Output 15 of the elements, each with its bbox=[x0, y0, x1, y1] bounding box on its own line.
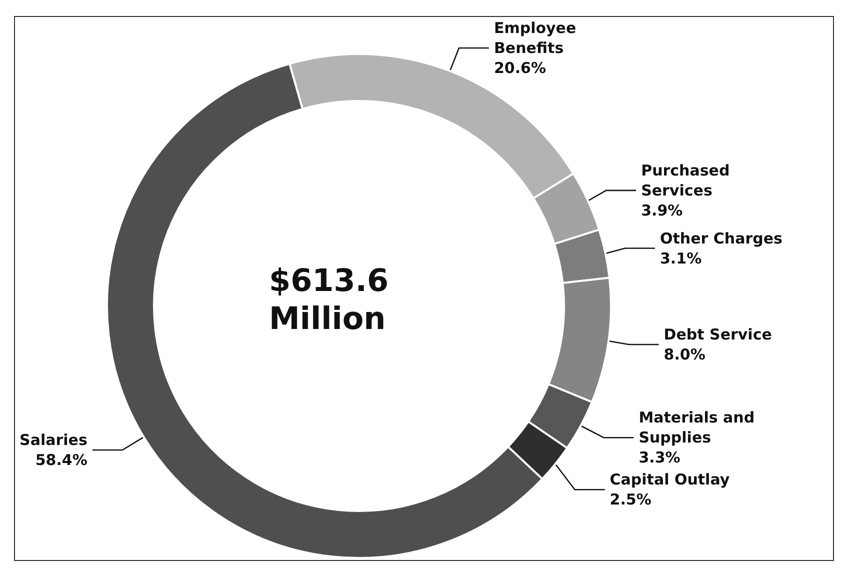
data-label: 8.0% bbox=[664, 345, 706, 364]
slice-label: Capital Outlay bbox=[610, 470, 730, 489]
data-label: 20.6% bbox=[494, 59, 546, 77]
slice-label: Other Charges bbox=[660, 229, 783, 248]
data-label: 2.5% bbox=[610, 490, 652, 509]
slice-label: Debt Service bbox=[664, 325, 772, 344]
data-label: 3.9% bbox=[641, 201, 683, 220]
data-label: 3.3% bbox=[638, 448, 680, 467]
slice-label: Salaries bbox=[20, 431, 88, 450]
data-label: 58.4% bbox=[35, 451, 88, 470]
slice-label: Materials and Supplies bbox=[638, 408, 760, 447]
text: $613.6 Million bbox=[269, 263, 400, 337]
data-label: 3.1% bbox=[660, 249, 702, 268]
slice-label: Purchased Services bbox=[641, 161, 735, 200]
slice-label: Employee Benefits bbox=[494, 19, 582, 57]
